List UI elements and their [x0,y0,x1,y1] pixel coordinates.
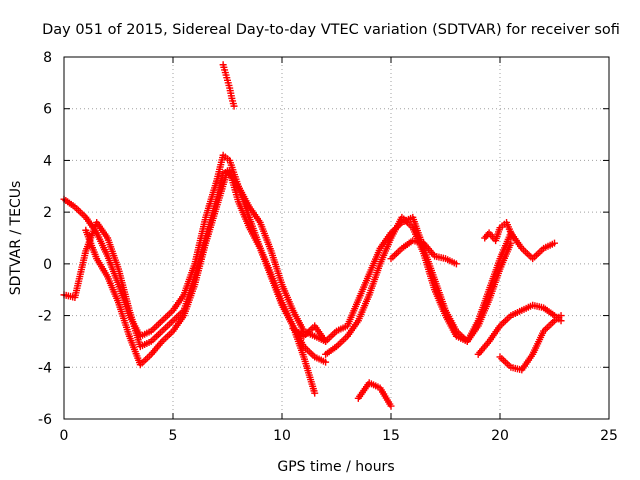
y-tick-label: -6 [38,412,52,428]
series-track-1 [60,151,330,345]
series-track-4 [219,61,238,110]
series-track-7 [354,379,395,410]
series-track-11 [481,218,517,245]
y-axis-label: SDTVAR / TECUs [8,181,24,296]
data-point [311,389,319,397]
data-point [322,358,330,366]
x-tick-label: 15 [382,428,400,444]
data-point [509,234,517,242]
y-tick-label: 8 [43,50,52,66]
data-point [452,260,460,268]
y-tick-label: -2 [38,309,52,325]
x-tick-label: 20 [491,428,509,444]
data-layer [60,61,565,410]
chart-title: Day 051 of 2015, Sidereal Day-to-day VTE… [42,22,620,38]
series-track-9 [474,301,565,358]
plot-frame [63,56,610,420]
y-tick-label: 2 [43,205,52,221]
y-tick-label: 6 [43,102,52,118]
data-point [230,102,238,110]
series-track-5 [289,213,515,345]
y-tick-label: 0 [43,257,52,273]
x-axis-label: GPS time / hours [277,459,394,475]
x-tick-label: 25 [600,428,618,444]
grid [64,57,609,419]
series-track-10 [496,312,565,374]
x-tick-label: 0 [60,428,69,444]
x-tick-label: 10 [273,428,291,444]
data-point [551,239,558,247]
x-tick-label: 5 [169,428,178,444]
y-tick-label: 4 [43,153,52,169]
y-tick-label: -4 [38,360,52,376]
data-point [557,312,565,320]
data-point [387,402,395,410]
ticks: 0 5 10 15 20 25 -6 -4 -2 0 2 4 6 8 [38,50,618,444]
series-track-3 [82,167,319,397]
series-track-8 [387,237,460,268]
